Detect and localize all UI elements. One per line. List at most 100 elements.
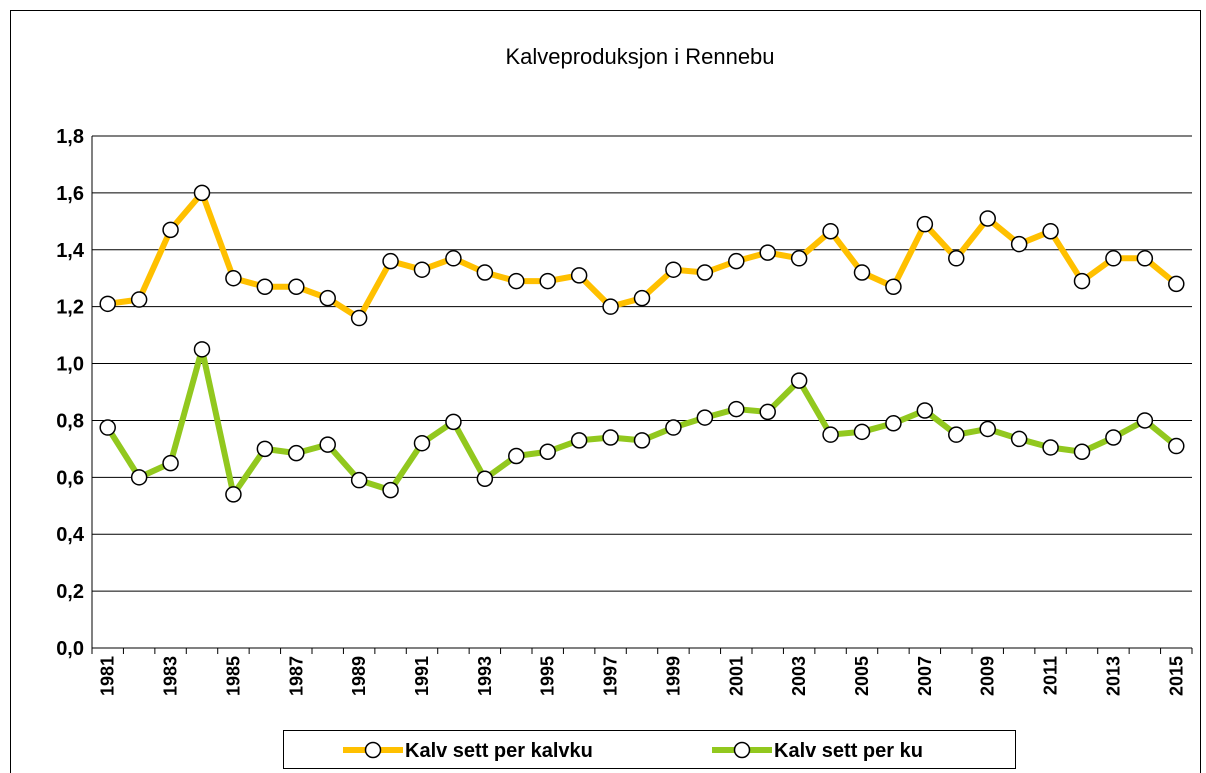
x-tick-label: 1995 (538, 656, 558, 696)
x-tick-label: 1993 (475, 656, 495, 696)
legend-box (283, 730, 1016, 769)
data-point (256, 440, 274, 458)
data-point (665, 419, 682, 436)
data-point (916, 402, 934, 419)
data-point (790, 250, 808, 267)
y-tick-label: 1,0 (56, 354, 84, 376)
data-point (193, 184, 211, 202)
data-point (822, 426, 839, 443)
x-tick-label: 1981 (98, 656, 118, 696)
data-point (1010, 430, 1028, 448)
data-point (696, 264, 714, 281)
data-point (1073, 272, 1091, 290)
x-tick-label: 2003 (789, 656, 809, 696)
y-tick-label: 0,4 (56, 524, 85, 546)
x-tick-label: 1987 (286, 656, 306, 696)
data-point (288, 278, 305, 296)
legend-label: Kalv sett per ku (774, 740, 923, 762)
data-point (508, 447, 525, 465)
x-tick-label: 1999 (663, 656, 683, 696)
legend-label: Kalv sett per kalvku (405, 740, 593, 762)
data-point (1042, 223, 1059, 240)
data-point (350, 471, 368, 489)
y-tick-label: 1,4 (56, 240, 85, 262)
data-point (539, 443, 556, 460)
x-tick-label: 2009 (978, 656, 998, 696)
data-point (1042, 439, 1059, 456)
data-point (99, 419, 116, 436)
x-tick-label: 2005 (852, 656, 872, 696)
x-tick-label: 2011 (1041, 656, 1061, 695)
data-point (413, 261, 431, 278)
x-tick-label: 2007 (915, 656, 935, 696)
data-point (602, 298, 619, 315)
y-tick-label: 0,2 (56, 581, 84, 603)
x-tick-label: 2001 (726, 656, 746, 696)
data-point (570, 267, 588, 284)
data-point (948, 250, 965, 267)
data-point (99, 295, 116, 313)
data-point (885, 415, 902, 432)
data-point (759, 244, 776, 261)
chart-title: Kalveproduksjon i Rennebu (505, 44, 774, 69)
x-tick-label: 1991 (412, 656, 432, 696)
x-tick-label: 1989 (349, 656, 369, 696)
data-point (319, 289, 336, 307)
data-point (1073, 443, 1091, 460)
legend-marker (364, 741, 382, 759)
data-point (382, 252, 399, 270)
data-point (948, 426, 965, 443)
data-point (570, 432, 588, 449)
y-tick-label: 1,2 (56, 297, 84, 319)
data-point (665, 261, 682, 278)
y-tick-label: 1,8 (56, 126, 84, 148)
data-point (728, 400, 745, 418)
data-point (1168, 275, 1185, 293)
data-point (759, 403, 776, 421)
data-point (319, 436, 336, 453)
data-point (162, 454, 179, 472)
data-point (256, 278, 274, 296)
data-point (476, 470, 494, 488)
data-point (382, 481, 399, 499)
data-point (445, 413, 462, 431)
data-point (193, 341, 211, 358)
data-point (162, 221, 179, 239)
x-tick-label: 2013 (1103, 656, 1123, 696)
data-point (539, 272, 556, 290)
data-point (445, 250, 462, 267)
data-point (1168, 437, 1185, 455)
data-point (1105, 250, 1122, 267)
data-point (413, 434, 431, 452)
data-point (633, 432, 651, 449)
data-point (225, 269, 242, 287)
data-point (130, 469, 148, 486)
y-tick-label: 1,6 (56, 183, 84, 205)
data-point (790, 372, 808, 389)
data-point (602, 429, 619, 446)
data-point (476, 264, 494, 281)
y-tick-label: 0,8 (56, 410, 84, 432)
x-tick-label: 2015 (1166, 656, 1186, 696)
data-point (728, 252, 745, 270)
data-point (853, 264, 871, 281)
data-point (130, 291, 148, 308)
y-tick-label: 0,0 (56, 638, 84, 660)
data-point (1136, 412, 1154, 429)
x-tick-label: 1983 (161, 656, 181, 696)
data-point (1010, 235, 1028, 253)
legend-marker (733, 741, 751, 759)
data-point (853, 423, 871, 441)
data-point (696, 409, 714, 426)
data-point (633, 289, 651, 307)
data-point (822, 223, 839, 240)
y-tick-label: 0,6 (56, 467, 84, 489)
data-point (508, 272, 525, 290)
data-point (916, 215, 934, 233)
data-point (885, 278, 902, 296)
data-point (1105, 429, 1122, 446)
data-point (979, 210, 996, 227)
x-tick-label: 1997 (601, 656, 621, 696)
data-point (979, 420, 996, 438)
